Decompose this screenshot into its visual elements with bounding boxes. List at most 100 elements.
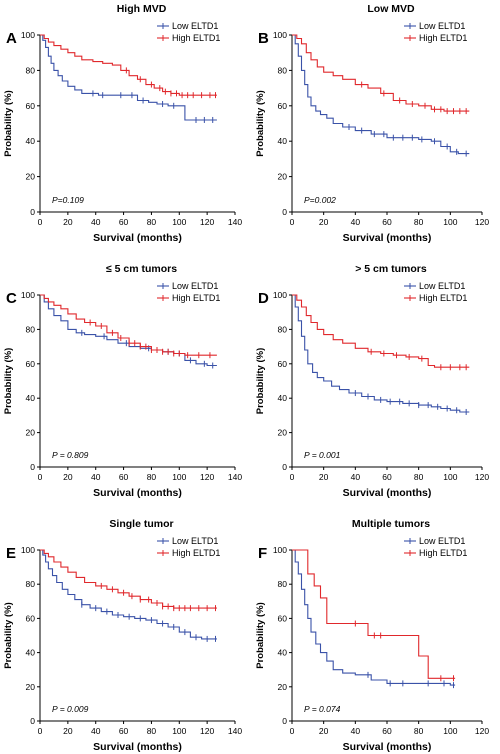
y-tick-label: 100 (21, 545, 35, 555)
x-tick-label: 40 (91, 217, 101, 227)
x-tick-label: 60 (382, 472, 392, 482)
x-tick-label: 120 (475, 472, 489, 482)
x-tick-label: 120 (200, 217, 214, 227)
x-axis-label: Survival (months) (93, 232, 182, 244)
legend-label: High ELTD1 (419, 293, 467, 303)
x-tick-label: 40 (351, 726, 361, 736)
x-tick-label: 0 (290, 726, 295, 736)
y-tick-label: 0 (30, 207, 35, 217)
y-axis-label: Probability (%) (255, 90, 266, 157)
x-axis-label: Survival (months) (93, 487, 182, 499)
series-line (292, 34, 470, 112)
y-tick-label: 100 (273, 545, 287, 555)
x-tick-label: 80 (414, 472, 424, 482)
y-tick-label: 100 (273, 290, 287, 300)
panel-c: C ≤ 5 cm tumors 0 20 40 60 80 100 0 20 40 60 80 100 12… (3, 263, 242, 499)
legend-label: High ELTD1 (172, 33, 220, 43)
series-high-eltd1 (292, 294, 470, 371)
y-tick-label: 20 (26, 428, 36, 438)
y-axis-label: Probability (%) (255, 602, 266, 669)
x-tick-label: 60 (119, 472, 129, 482)
y-tick-label: 60 (278, 101, 288, 111)
y-tick-label: 0 (282, 716, 287, 726)
series-line (40, 549, 217, 640)
series-low-eltd1 (292, 294, 470, 415)
x-tick-label: 120 (200, 472, 214, 482)
y-tick-label: 60 (26, 359, 36, 369)
legend-label: Low ELTD1 (172, 536, 218, 546)
y-tick-label: 20 (278, 428, 288, 438)
series-line (40, 294, 217, 356)
x-tick-label: 40 (91, 726, 101, 736)
y-tick-label: 100 (21, 30, 35, 40)
panel-letter: E (6, 545, 16, 562)
y-tick-label: 60 (26, 101, 36, 111)
panel-letter: A (6, 30, 17, 47)
x-tick-label: 40 (351, 217, 361, 227)
x-axis-label: Survival (months) (93, 741, 182, 753)
p-value-label: P = 0.074 (304, 704, 341, 714)
y-tick-label: 80 (278, 65, 288, 75)
y-tick-label: 20 (26, 682, 36, 692)
x-tick-label: 100 (443, 217, 457, 227)
p-value-label: P=0.109 (52, 195, 84, 205)
series-line (292, 549, 456, 679)
p-value-label: P = 0.809 (52, 450, 89, 460)
y-tick-label: 100 (273, 30, 287, 40)
series-line (40, 34, 217, 121)
panel-d: D > 5 cm tumors 0 20 40 60 80 100 0 20 40 60 80 100 12… (255, 263, 489, 499)
y-tick-label: 100 (21, 290, 35, 300)
x-tick-label: 60 (382, 217, 392, 227)
y-tick-label: 0 (30, 462, 35, 472)
panel-a: A High MVD 0 20 40 60 80 100 0 20 40 60 80 100 120 140 S… (3, 3, 242, 244)
y-tick-label: 0 (282, 462, 287, 472)
y-tick-label: 20 (26, 172, 36, 182)
x-tick-label: 20 (319, 472, 329, 482)
y-tick-label: 80 (26, 324, 36, 334)
x-tick-label: 80 (147, 217, 157, 227)
panel-title: ≤ 5 cm tumors (106, 263, 177, 275)
panel-b: B Low MVD 0 20 40 60 80 100 0 20 40 60 80 100 120 Survi… (255, 3, 489, 244)
x-tick-label: 20 (63, 472, 73, 482)
x-tick-label: 60 (119, 217, 129, 227)
x-tick-label: 0 (38, 472, 43, 482)
legend-label: High ELTD1 (172, 548, 220, 558)
y-tick-label: 60 (278, 613, 288, 623)
x-tick-label: 20 (319, 217, 329, 227)
series-line (40, 34, 217, 96)
x-tick-label: 100 (172, 472, 186, 482)
series-line (40, 549, 217, 609)
y-tick-label: 0 (282, 207, 287, 217)
x-axis-label: Survival (months) (343, 741, 432, 753)
legend-label: High ELTD1 (419, 33, 467, 43)
x-tick-label: 60 (119, 726, 129, 736)
y-axis-label: Probability (%) (3, 90, 14, 157)
y-tick-label: 20 (278, 682, 288, 692)
panel-title: Single tumor (109, 518, 173, 530)
x-tick-label: 140 (228, 472, 242, 482)
series-low-eltd1 (292, 549, 456, 689)
series-line (292, 294, 470, 413)
series-line (292, 34, 470, 155)
legend-label: Low ELTD1 (419, 536, 465, 546)
series-high-eltd1 (292, 549, 456, 682)
series-high-eltd1 (40, 294, 217, 359)
panel-letter: F (258, 545, 267, 562)
panel-title: Multiple tumors (352, 518, 430, 530)
x-tick-label: 100 (443, 472, 457, 482)
x-tick-label: 80 (147, 726, 157, 736)
y-tick-label: 60 (26, 613, 36, 623)
p-value-label: P = 0.009 (52, 704, 89, 714)
y-tick-label: 20 (278, 172, 288, 182)
x-axis-label: Survival (months) (343, 232, 432, 244)
x-tick-label: 80 (414, 217, 424, 227)
legend-label: Low ELTD1 (419, 21, 465, 31)
panel-letter: D (258, 290, 269, 307)
x-tick-label: 100 (172, 217, 186, 227)
y-tick-label: 0 (30, 716, 35, 726)
y-tick-label: 80 (278, 324, 288, 334)
series-high-eltd1 (40, 34, 217, 99)
y-axis-label: Probability (%) (255, 348, 266, 415)
x-tick-label: 0 (290, 217, 295, 227)
y-tick-label: 80 (26, 65, 36, 75)
